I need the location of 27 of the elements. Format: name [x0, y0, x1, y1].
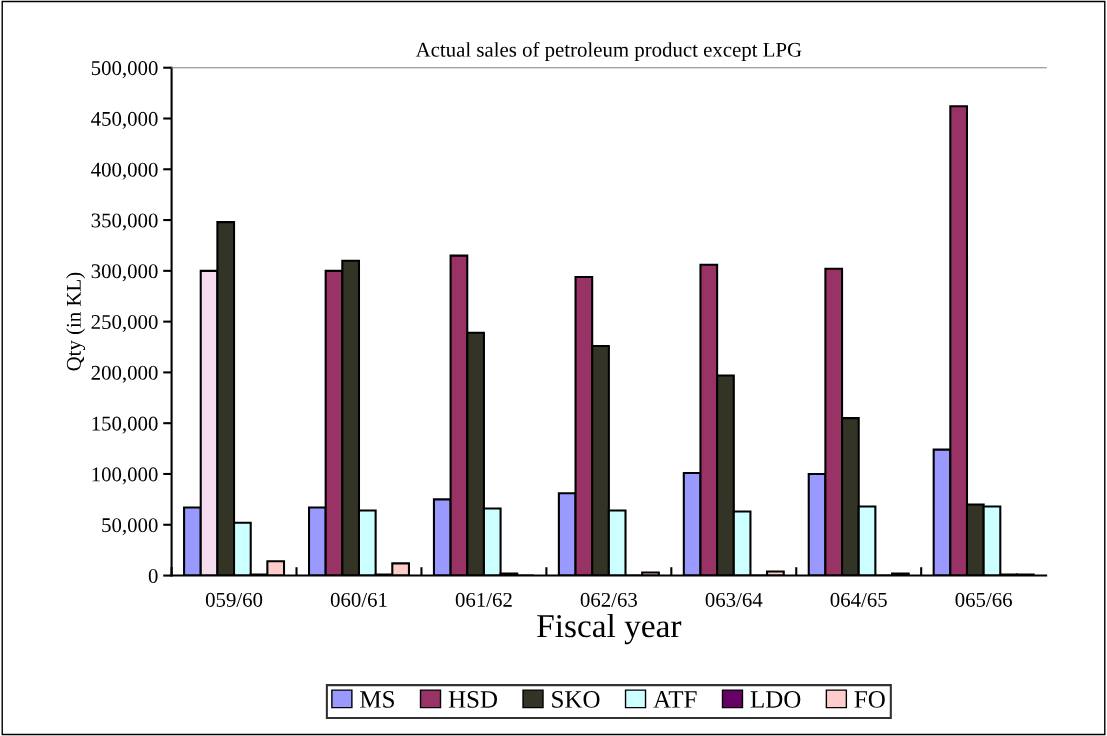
y-tick-label: 450,000 — [91, 111, 158, 129]
x-tick-label: 059/60 — [205, 592, 263, 607]
y-tick-label: 200,000 — [91, 365, 158, 383]
y-tick-label: 50,000 — [102, 518, 158, 536]
legend-label: SKO — [552, 691, 600, 708]
legend-label: HSD — [448, 691, 498, 708]
y-tick-label: 350,000 — [91, 213, 158, 231]
x-tick-label: 061/62 — [455, 592, 512, 607]
legend-label: LDO — [750, 691, 801, 708]
x-axis-title: Fiscal year — [537, 613, 682, 645]
x-tick-label: 064/65 — [830, 592, 887, 607]
y-axis-title: Qty (in KL) — [66, 272, 86, 371]
legend-label: FO — [854, 691, 885, 708]
y-tick-label: 500,000 — [91, 61, 158, 79]
y-tick-label: 400,000 — [91, 162, 158, 180]
legend-label: ATF — [653, 691, 697, 708]
y-tick-label: 250,000 — [91, 315, 158, 333]
chart-title: Actual sales of petroleum product except LPG — [415, 41, 802, 62]
x-tick-label: 065/66 — [955, 592, 1012, 607]
legend-label: MS — [360, 691, 394, 708]
y-tick-label: 100,000 — [92, 467, 158, 485]
x-tick-label: 062/63 — [580, 592, 637, 607]
y-tick-label: 0 — [148, 568, 158, 583]
y-tick-label: 300,000 — [91, 264, 158, 282]
x-tick-label: 063/64 — [705, 592, 763, 607]
x-tick-label: 060/61 — [330, 592, 387, 607]
y-tick-label: 150,000 — [92, 416, 158, 434]
